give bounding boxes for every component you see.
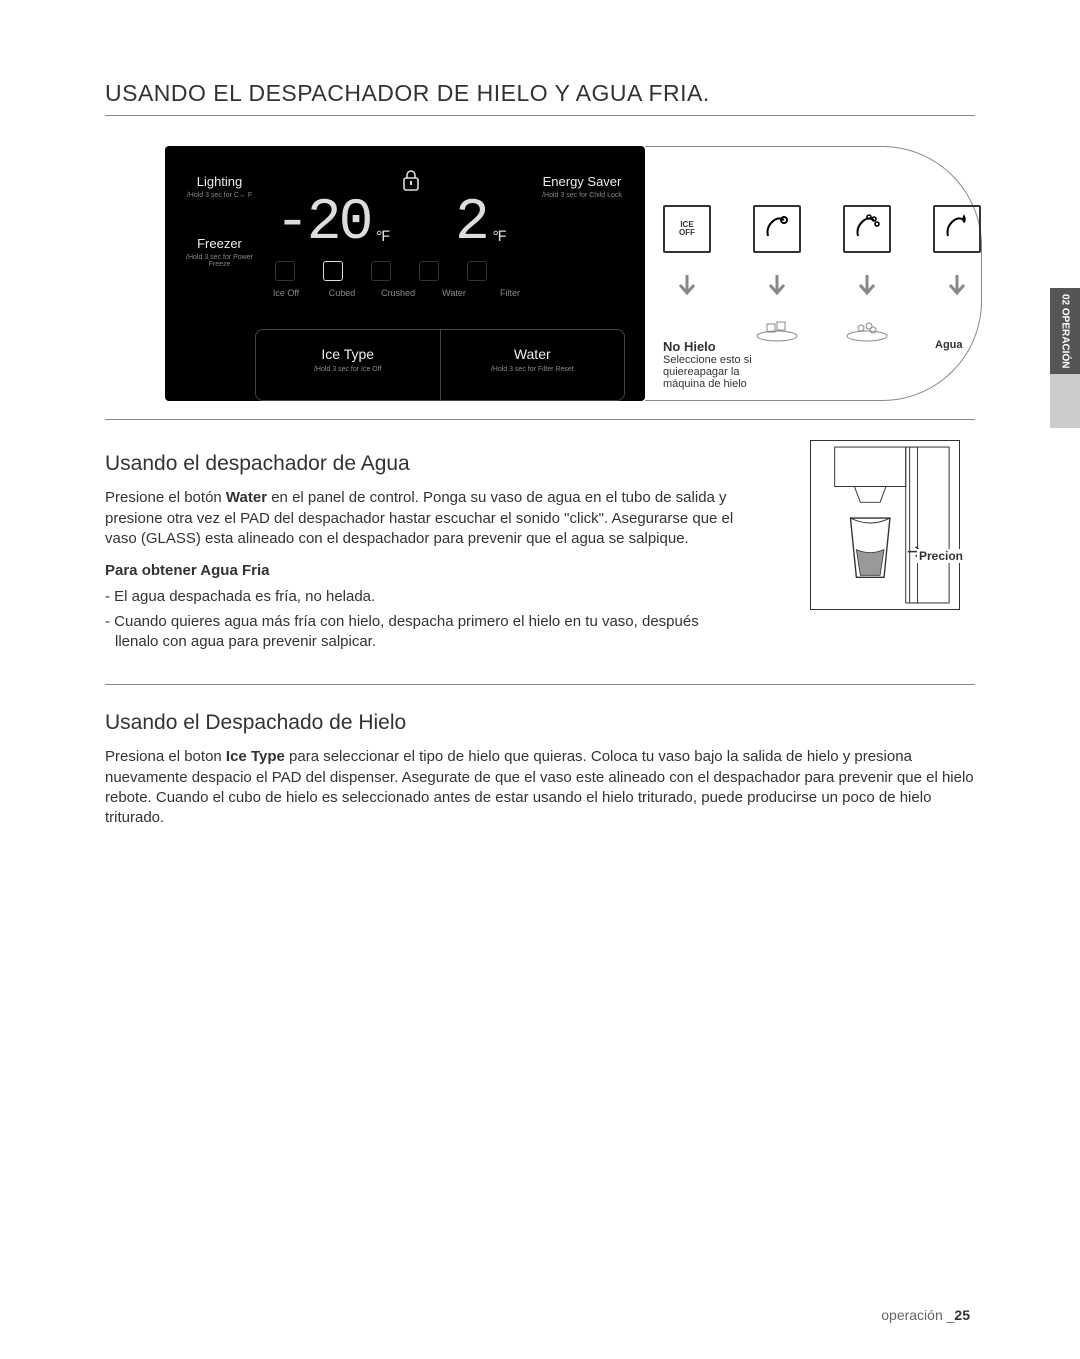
control-panel: Lighting /Hold 3 sec for C↔ F Freezer /H… — [165, 146, 645, 401]
label-water: Water — [433, 288, 475, 298]
agua-caption: Agua — [935, 339, 963, 351]
mode-icons — [275, 261, 487, 281]
arrow-icon — [933, 271, 981, 309]
nohielo-text: Seleccione esto si quiereapagar la máqui… — [663, 354, 752, 390]
freezer-temp: -20°F — [275, 191, 388, 256]
sec1-subhead: Para obtener Agua Fria — [105, 561, 735, 581]
sec2-body: Presiona el boton Ice Type para seleccio… — [105, 747, 975, 828]
arrow-icon — [663, 271, 711, 309]
crushed-pile-icon — [843, 313, 891, 343]
label-crushed: Crushed — [377, 288, 419, 298]
nohielo-pile-icon — [663, 313, 711, 343]
temp2-unit: °F — [491, 228, 504, 246]
crushed-icon — [371, 261, 391, 281]
freezer-label: Freezer — [177, 236, 262, 251]
energy-label: Energy Saver — [537, 174, 627, 189]
temp1-unit: °F — [374, 228, 387, 246]
temp2-value: 2 — [455, 191, 487, 256]
label-cubed: Cubed — [321, 288, 363, 298]
water-box-icon — [933, 205, 981, 253]
cubed-icon — [323, 261, 343, 281]
filter-icon — [467, 261, 487, 281]
footer-text: operación _ — [881, 1307, 954, 1323]
mode-labels: Ice Off Cubed Crushed Water Filter — [265, 288, 531, 298]
energy-sub: /Hold 3 sec for Child Lock — [537, 192, 627, 200]
sec1-heading: Usando el despachador de Agua — [105, 450, 735, 478]
panel-figure: Lighting /Hold 3 sec for C↔ F Freezer /H… — [105, 146, 975, 420]
iceoff-icon — [275, 261, 295, 281]
sec2-heading: Usando el Despachado de Hielo — [105, 709, 975, 737]
lock-icon — [400, 168, 422, 198]
dispenser-figure: Precion — [810, 440, 960, 610]
freezer-sub: /Hold 3 sec for Power Freeze — [177, 254, 262, 269]
fridge-temp: 2°F — [455, 191, 504, 256]
water-pile-icon — [933, 313, 981, 343]
arrow-icon — [753, 271, 801, 309]
water-button: Water — [441, 346, 625, 362]
page-title: USANDO EL DESPACHADOR DE HIELO Y AGUA FR… — [105, 80, 975, 116]
sec1-body: Presione el botón Water en el panel de c… — [105, 488, 735, 549]
option-strip: ICE OFF — [645, 146, 982, 401]
figure-label: Precion — [917, 549, 965, 563]
section-tab: 02 OPERACIÓN — [1050, 288, 1080, 428]
section-tab-label: 02 OPERACIÓN — [1050, 288, 1080, 374]
lighting-sub: /Hold 3 sec for C↔ F — [177, 192, 262, 200]
nohielo-title: No Hielo — [663, 339, 783, 354]
bottom-buttons: Ice Type /Hold 3 sec for Ice Off Water /… — [255, 329, 625, 401]
icetype-button: Ice Type — [256, 346, 440, 362]
arrow-icon — [843, 271, 891, 309]
water-sub: /Hold 3 sec for Filter Reset — [441, 366, 625, 373]
nohielo-caption: No Hielo Seleccione esto si quiereapagar… — [663, 339, 783, 390]
label-filter: Filter — [489, 288, 531, 298]
label-iceoff: Ice Off — [265, 288, 307, 298]
cubed-box-icon — [753, 205, 801, 253]
icetype-sub: /Hold 3 sec for Ice Off — [256, 366, 440, 373]
temp1-value: -20 — [275, 191, 370, 256]
crushed-box-icon — [843, 205, 891, 253]
iceoff-box-icon: ICE OFF — [663, 205, 711, 253]
cubed-pile-icon — [753, 313, 801, 343]
sec1-li2: - Cuando quieres agua más fría con hielo… — [105, 612, 735, 653]
lighting-label: Lighting — [177, 174, 262, 189]
ice-dispenser-section: Usando el Despachado de Hielo Presiona e… — [105, 709, 975, 856]
footer-page: 25 — [954, 1307, 970, 1323]
water-icon — [419, 261, 439, 281]
page-footer: operación _25 — [881, 1307, 970, 1323]
sec1-li1: - El agua despachada es fría, no helada. — [105, 587, 735, 607]
